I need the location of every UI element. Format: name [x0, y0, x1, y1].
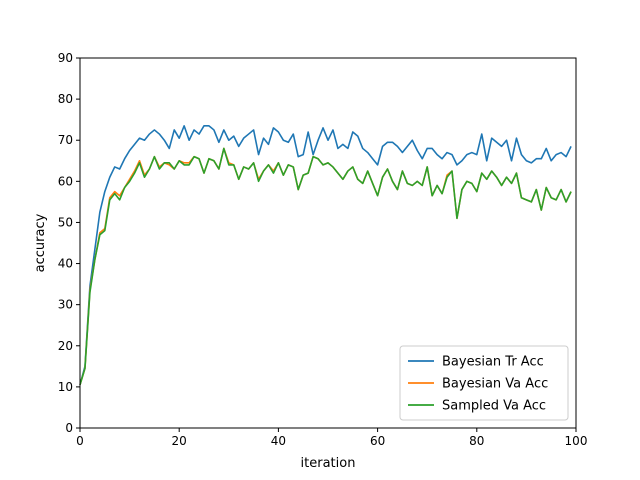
legend-label-1: Bayesian Va Acc [442, 377, 548, 392]
y-tick-label: 90 [58, 51, 73, 65]
x-tick-label: 0 [76, 434, 84, 448]
plot-frame [79, 57, 577, 429]
y-axis: 0 10 20 30 40 50 60 70 80 90 [58, 51, 80, 435]
y-tick-label: 20 [58, 339, 73, 353]
legend-box [399, 345, 569, 421]
y-tick-label: 60 [58, 174, 73, 188]
x-tick-label: 40 [271, 434, 286, 448]
y-tick-label: 80 [58, 92, 73, 106]
plot-lines [79, 125, 572, 386]
y-tick-label: 30 [58, 298, 73, 312]
series-line-2 [79, 147, 572, 386]
y-tick-label: 0 [65, 421, 73, 435]
y-tick-label: 10 [58, 380, 73, 394]
x-axis-label: iteration [301, 456, 356, 471]
y-tick-label: 50 [58, 215, 73, 229]
legend: Bayesian Tr Acc Bayesian Va Acc Sampled Va… [399, 345, 569, 421]
legend-label-0: Bayesian Tr Acc [442, 355, 544, 370]
y-tick-label: 70 [58, 133, 73, 147]
x-tick-label: 80 [469, 434, 484, 448]
x-axis: 0 20 40 60 80 100 [76, 428, 587, 448]
y-axis-label: accuracy [33, 213, 48, 272]
x-tick-label: 20 [172, 434, 187, 448]
x-tick-label: 100 [565, 434, 588, 448]
series-line-0 [79, 125, 572, 386]
y-tick-label: 40 [58, 257, 73, 271]
x-tick-label: 60 [370, 434, 385, 448]
legend-label-2: Sampled Va Acc [442, 399, 546, 414]
